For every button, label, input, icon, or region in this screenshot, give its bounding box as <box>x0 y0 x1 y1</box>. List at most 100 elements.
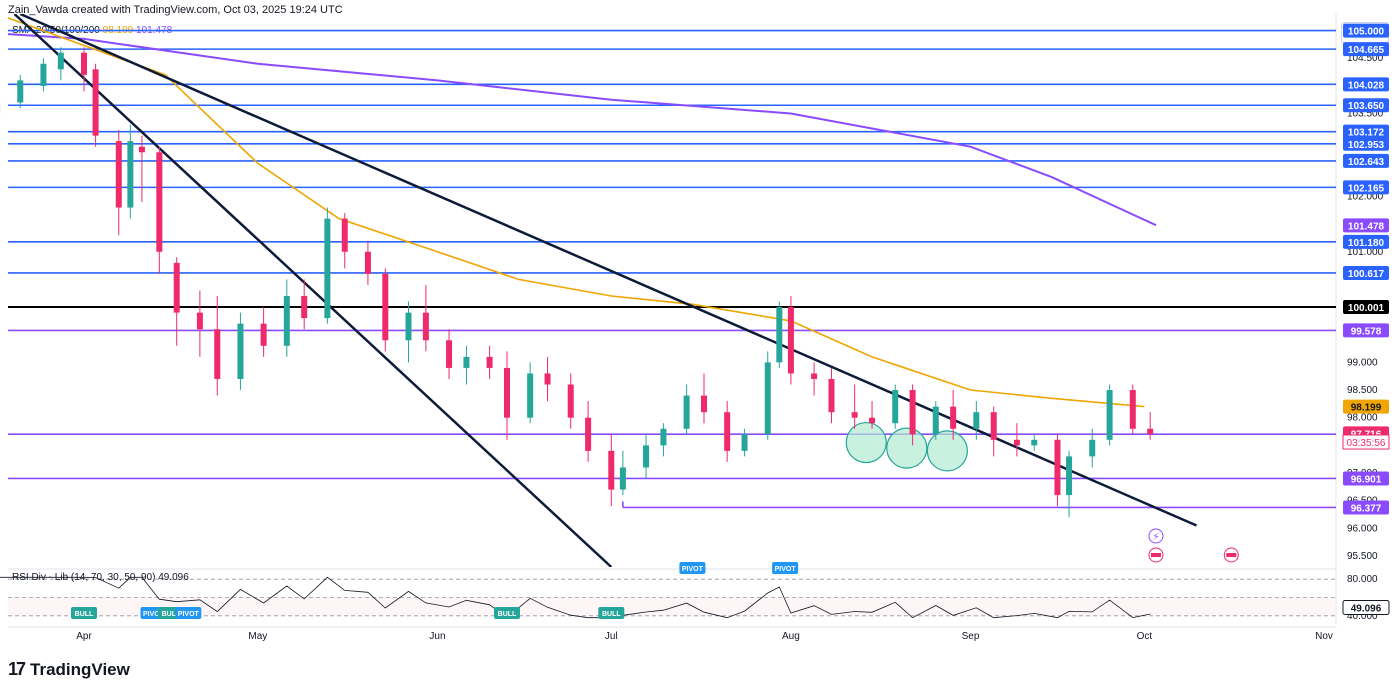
candle-body <box>382 273 389 341</box>
candle-body <box>660 428 667 446</box>
candle-body <box>990 412 997 440</box>
level-badge-bg <box>1343 265 1389 280</box>
rsi-signal-bg <box>71 607 97 619</box>
candle-body <box>1147 428 1154 435</box>
level-badge-bg <box>1343 98 1389 113</box>
level-badge-label: 99.578 <box>1351 326 1382 337</box>
time-tick-label: Aug <box>782 631 800 642</box>
countdown-badge-label: 03:35:56 <box>1347 438 1386 449</box>
level-badge-bg <box>1343 427 1389 442</box>
chart-attribution: Zain_Vawda created with TradingView.com,… <box>8 4 343 16</box>
level-badge-bg <box>1343 124 1389 139</box>
level-badge-bg <box>1343 234 1389 249</box>
candle-body <box>40 63 47 86</box>
candle-body <box>237 323 244 379</box>
rsi-signal-bull: BULL <box>162 611 181 618</box>
level-badge-bg <box>1343 471 1389 486</box>
rsi-signal-pivot: PIVOT <box>775 566 797 573</box>
tradingview-logo-icon: 17 <box>8 659 26 679</box>
rsi-signal-bull: BULL <box>602 611 621 618</box>
level-badge-bg <box>1343 180 1389 195</box>
rsi-tick-label: 40.000 <box>1347 611 1378 622</box>
candle-body <box>1066 456 1073 496</box>
rsi-line <box>0 576 1151 619</box>
level-badge-label: 102.643 <box>1348 157 1385 168</box>
highlight-circle <box>845 421 887 464</box>
candle-body <box>764 362 771 435</box>
candle-body <box>156 152 163 252</box>
rsi-value-badge-bg <box>1342 599 1390 615</box>
price-tick-label: 98.000 <box>1347 413 1378 424</box>
rsi-value-badge: 49.096 <box>1351 603 1382 614</box>
rsi-signal-bull: BULL <box>75 611 94 618</box>
candle-body <box>683 395 690 429</box>
level-badge-label: 102.953 <box>1348 140 1385 151</box>
price-tick-label: 98.500 <box>1347 385 1378 396</box>
level-badge-label: 104.665 <box>1348 45 1385 56</box>
candle-body <box>724 412 731 451</box>
candle-body <box>405 312 412 341</box>
currency-button[interactable]: USD <box>1341 22 1389 44</box>
rsi-legend: RSI Div - Lib (14, 70, 30, 50, 90) 49.09… <box>12 572 189 583</box>
rsi-signal-bg <box>493 607 520 619</box>
rsi-signal-bg <box>679 562 706 574</box>
sma50-line <box>8 17 1145 408</box>
candle-body <box>776 307 783 363</box>
price-badge-label: 101.478 <box>1348 221 1385 232</box>
rsi-signal-bg <box>140 607 167 619</box>
rsi-signal-bg <box>175 607 202 619</box>
candle-body <box>17 80 24 103</box>
price-tick-label: 97.000 <box>1347 468 1378 479</box>
price-tick-label: 101.000 <box>1347 247 1384 258</box>
sma200-line <box>8 33 1157 227</box>
trendline-2 <box>19 14 1198 527</box>
candle-body <box>544 373 551 385</box>
price-tick-label: 96.000 <box>1347 523 1378 534</box>
level-badge-label: 103.172 <box>1348 128 1385 139</box>
price-badge-bg <box>1343 218 1389 233</box>
candle-body <box>364 251 371 274</box>
price-tick-label: 96.500 <box>1347 496 1378 507</box>
tradingview-logo[interactable]: 17 TradingView <box>8 659 130 680</box>
candle-body <box>828 378 835 413</box>
sma50-value: 98.199 <box>102 25 134 36</box>
candle-body <box>503 367 510 418</box>
rsi-signal-pivot: PIVOT <box>143 611 165 618</box>
candle-body <box>932 406 939 435</box>
level-badge-label: 102.165 <box>1348 183 1385 194</box>
sma200-value: 101.478 <box>136 25 173 36</box>
level-badge-bg <box>1343 42 1389 57</box>
candle-body <box>851 412 858 418</box>
rsi-signal-bg <box>157 607 184 619</box>
sma-label: SMA 20/50/100/200 <box>12 25 100 36</box>
level-badge-bg <box>1343 300 1389 315</box>
candle-body <box>608 450 615 490</box>
candle-body <box>892 390 899 424</box>
price-badge-label: 97.716 <box>1351 429 1382 440</box>
candle-body <box>869 417 876 424</box>
level-badge-bg <box>1343 500 1389 515</box>
candle-body <box>619 467 626 490</box>
level-badge-bg <box>1343 136 1389 151</box>
time-tick-label: May <box>248 631 267 642</box>
time-tick-label: Sep <box>962 631 980 642</box>
level-badge-label: 100.617 <box>1348 269 1385 280</box>
level-badge-label: 103.650 <box>1348 101 1385 112</box>
rsi-signal-bg <box>772 562 799 574</box>
candle-body <box>301 296 308 319</box>
candle-body <box>260 323 267 346</box>
price-badge-label: 98.199 <box>1351 403 1382 414</box>
level-badge-bg <box>1343 153 1389 168</box>
candle-body <box>811 373 818 379</box>
candle-body <box>422 312 429 341</box>
rsi-band <box>8 597 1336 616</box>
level-badge-label: 100.001 <box>1348 303 1385 314</box>
candle-body <box>138 146 145 153</box>
candle-body <box>1106 390 1113 440</box>
time-tick-label: Nov <box>1315 631 1333 642</box>
candle-body <box>115 141 122 208</box>
level-badge-bg <box>1343 323 1389 338</box>
lightning-event-icon <box>1148 528 1164 544</box>
candle-body <box>585 417 592 451</box>
